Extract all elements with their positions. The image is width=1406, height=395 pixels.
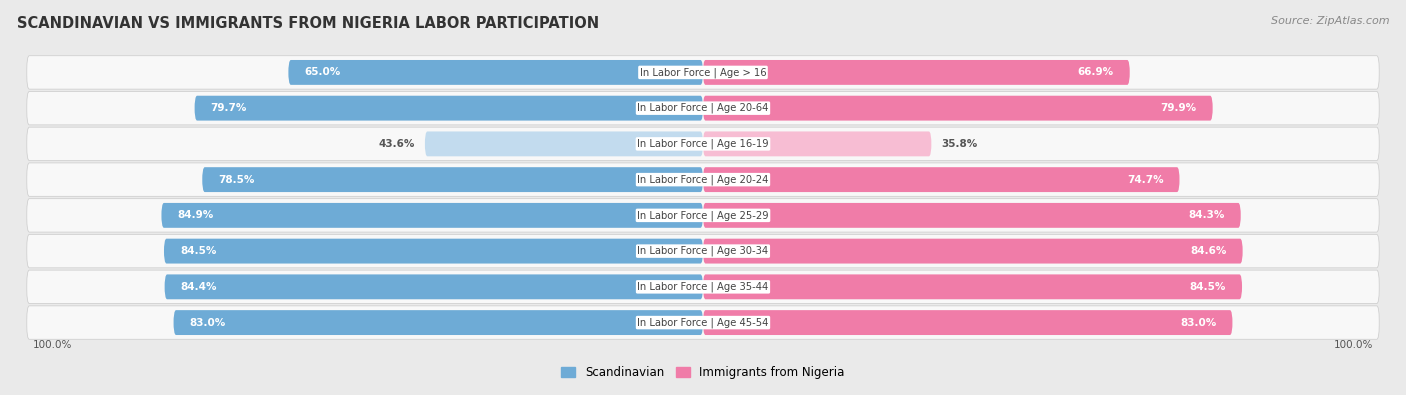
Text: 79.9%: 79.9% — [1160, 103, 1197, 113]
Text: 100.0%: 100.0% — [1333, 340, 1372, 350]
Text: 79.7%: 79.7% — [211, 103, 247, 113]
FancyBboxPatch shape — [703, 60, 1130, 85]
FancyBboxPatch shape — [173, 310, 703, 335]
Text: 35.8%: 35.8% — [941, 139, 977, 149]
Text: In Labor Force | Age 20-64: In Labor Force | Age 20-64 — [637, 103, 769, 113]
Text: 78.5%: 78.5% — [218, 175, 254, 184]
Text: 43.6%: 43.6% — [380, 139, 415, 149]
FancyBboxPatch shape — [703, 167, 1180, 192]
FancyBboxPatch shape — [27, 199, 1379, 232]
Text: 84.3%: 84.3% — [1188, 211, 1225, 220]
Text: In Labor Force | Age 45-54: In Labor Force | Age 45-54 — [637, 317, 769, 328]
FancyBboxPatch shape — [425, 132, 703, 156]
Text: In Labor Force | Age 20-24: In Labor Force | Age 20-24 — [637, 174, 769, 185]
FancyBboxPatch shape — [202, 167, 703, 192]
Text: 83.0%: 83.0% — [190, 318, 226, 327]
FancyBboxPatch shape — [162, 203, 703, 228]
Text: 84.6%: 84.6% — [1191, 246, 1226, 256]
Text: In Labor Force | Age 35-44: In Labor Force | Age 35-44 — [637, 282, 769, 292]
Text: 84.5%: 84.5% — [1189, 282, 1226, 292]
FancyBboxPatch shape — [703, 239, 1243, 263]
Text: In Labor Force | Age > 16: In Labor Force | Age > 16 — [640, 67, 766, 78]
FancyBboxPatch shape — [27, 234, 1379, 268]
Text: 84.4%: 84.4% — [180, 282, 217, 292]
FancyBboxPatch shape — [27, 163, 1379, 196]
Text: 84.5%: 84.5% — [180, 246, 217, 256]
FancyBboxPatch shape — [703, 275, 1241, 299]
Text: In Labor Force | Age 16-19: In Labor Force | Age 16-19 — [637, 139, 769, 149]
FancyBboxPatch shape — [703, 310, 1233, 335]
Text: In Labor Force | Age 30-34: In Labor Force | Age 30-34 — [637, 246, 769, 256]
FancyBboxPatch shape — [27, 306, 1379, 339]
FancyBboxPatch shape — [703, 132, 931, 156]
Text: 66.9%: 66.9% — [1077, 68, 1114, 77]
FancyBboxPatch shape — [27, 56, 1379, 89]
FancyBboxPatch shape — [165, 275, 703, 299]
Text: SCANDINAVIAN VS IMMIGRANTS FROM NIGERIA LABOR PARTICIPATION: SCANDINAVIAN VS IMMIGRANTS FROM NIGERIA … — [17, 16, 599, 31]
Legend: Scandinavian, Immigrants from Nigeria: Scandinavian, Immigrants from Nigeria — [557, 361, 849, 384]
Text: 65.0%: 65.0% — [304, 68, 340, 77]
FancyBboxPatch shape — [194, 96, 703, 120]
Text: Source: ZipAtlas.com: Source: ZipAtlas.com — [1271, 16, 1389, 26]
Text: In Labor Force | Age 25-29: In Labor Force | Age 25-29 — [637, 210, 769, 221]
FancyBboxPatch shape — [27, 127, 1379, 161]
FancyBboxPatch shape — [27, 91, 1379, 125]
Text: 100.0%: 100.0% — [34, 340, 73, 350]
FancyBboxPatch shape — [703, 203, 1241, 228]
FancyBboxPatch shape — [165, 239, 703, 263]
Text: 83.0%: 83.0% — [1180, 318, 1216, 327]
FancyBboxPatch shape — [288, 60, 703, 85]
FancyBboxPatch shape — [27, 270, 1379, 304]
Text: 84.9%: 84.9% — [177, 211, 214, 220]
Text: 74.7%: 74.7% — [1128, 175, 1164, 184]
FancyBboxPatch shape — [703, 96, 1213, 120]
